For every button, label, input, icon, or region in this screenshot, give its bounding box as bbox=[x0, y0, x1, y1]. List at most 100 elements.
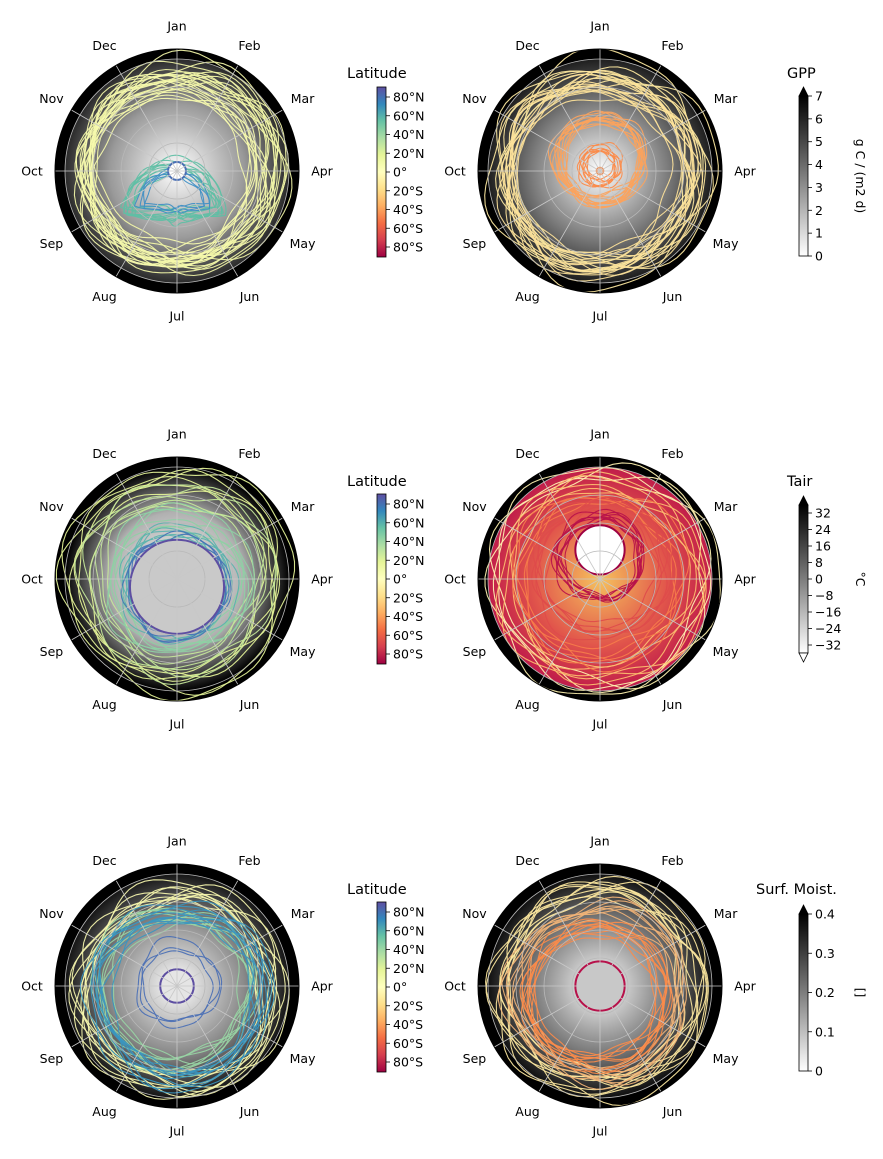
month-tick-label: Nov bbox=[39, 91, 64, 106]
colorbar-tick-label: 24 bbox=[815, 522, 831, 537]
trajectory-line bbox=[91, 94, 252, 256]
month-tick-label: Jul bbox=[591, 1124, 607, 1139]
month-tick-label: Jul bbox=[168, 309, 184, 324]
month-tick-label: Mar bbox=[714, 499, 738, 514]
angular-gridline bbox=[599, 109, 706, 172]
colorbar-gradient bbox=[376, 901, 387, 1073]
angular-gridline bbox=[176, 170, 283, 233]
colorbar-tick-label: 1 bbox=[815, 226, 823, 241]
colorbar-tick-label: 40°N bbox=[393, 127, 425, 142]
colorbar-tick-label: 4 bbox=[815, 157, 823, 172]
colorbar-tick-label: 0 bbox=[815, 572, 823, 587]
trajectory-line bbox=[79, 74, 274, 265]
trajectory-line bbox=[534, 932, 658, 1057]
angular-gridline bbox=[176, 109, 283, 172]
polar-panel-bottom-right: Jan Feb Mar Apr May Jun Jul Aug Sep Oct Nov Dec bbox=[444, 834, 756, 1139]
trajectory-line bbox=[512, 70, 704, 264]
colorbar-extend-max bbox=[798, 495, 809, 506]
month-tick-label: Oct bbox=[21, 979, 43, 994]
trajectory-line bbox=[88, 83, 256, 254]
colorbar-bottom-right: Surf. Moist. 0.4 0.3 0.2 0.1 0 [] bbox=[756, 882, 868, 1079]
polar-panel-top-right: Jan Feb Mar Apr May Jun Jul Aug Sep Oct Nov Dec bbox=[444, 19, 756, 324]
colorbar-tick-label: 0° bbox=[393, 980, 407, 995]
trajectory-line bbox=[512, 483, 697, 670]
trajectory-line bbox=[89, 88, 248, 245]
polar-frame bbox=[477, 863, 723, 1109]
month-tick-label: May bbox=[290, 644, 316, 659]
month-tick-label: Jun bbox=[239, 1104, 260, 1119]
angular-gridline bbox=[115, 65, 178, 172]
month-tick-label: Dec bbox=[92, 853, 116, 868]
angular-gridline bbox=[599, 170, 662, 277]
month-tick-label: Apr bbox=[734, 164, 756, 179]
colorbar-extend-max bbox=[798, 904, 809, 915]
month-tick-label: Nov bbox=[39, 499, 64, 514]
colorbar-tick-label: 0 bbox=[815, 1064, 823, 1079]
colorbar-tick-label: 20°N bbox=[393, 553, 425, 568]
angular-gridline bbox=[176, 517, 283, 580]
colorbar-tick-label: 7 bbox=[815, 89, 823, 104]
angular-gridline bbox=[115, 473, 178, 580]
trajectory-line bbox=[565, 118, 643, 197]
trajectory-line bbox=[508, 84, 695, 271]
trajectory-line bbox=[495, 471, 705, 677]
colorbar-gradient bbox=[798, 504, 809, 654]
trajectory-line bbox=[100, 919, 241, 1065]
colorbar-tick-label: 80°S bbox=[393, 240, 423, 255]
month-tick-label: Jul bbox=[591, 717, 607, 732]
trajectory-line bbox=[511, 907, 676, 1073]
month-tick-label: Dec bbox=[515, 446, 539, 461]
colorbar-unit-label: g C / (m2 d) bbox=[853, 139, 868, 214]
colorbar-tick-label: 0.2 bbox=[815, 985, 835, 1000]
angular-gridline bbox=[71, 985, 178, 1048]
angular-gridline bbox=[176, 65, 239, 172]
month-tick-label: Mar bbox=[291, 906, 315, 921]
trajectory-line bbox=[110, 507, 256, 653]
trajectory-line bbox=[508, 85, 699, 273]
month-tick-label: Mar bbox=[291, 499, 315, 514]
trajectory-line bbox=[81, 91, 257, 268]
angular-gridline bbox=[494, 578, 601, 641]
colorbar-tick-label: 8 bbox=[815, 555, 823, 570]
month-tick-label: Sep bbox=[463, 644, 487, 659]
polar-grid bbox=[55, 49, 299, 293]
colorbar-tick-label: 80°N bbox=[393, 497, 425, 512]
angular-gridline bbox=[599, 880, 662, 987]
month-tick-label: Dec bbox=[515, 853, 539, 868]
trajectory-line bbox=[91, 909, 255, 1075]
month-tick-label: Aug bbox=[515, 289, 539, 304]
month-tick-label: May bbox=[290, 236, 316, 251]
polar-panel-middle-left: Jan Feb Mar Apr May Jun Jul Aug Sep Oct Nov Dec bbox=[21, 427, 333, 732]
angular-gridline bbox=[599, 473, 662, 580]
month-tick-label: Aug bbox=[92, 1104, 116, 1119]
trajectory-line bbox=[103, 910, 252, 1061]
trajectory-line bbox=[95, 917, 267, 1090]
polar-grid bbox=[55, 864, 299, 1108]
month-tick-label: May bbox=[290, 1051, 316, 1066]
month-tick-label: Jan bbox=[166, 834, 186, 849]
polar-frame bbox=[477, 48, 723, 294]
trajectory-line bbox=[78, 476, 281, 680]
angular-gridline bbox=[71, 517, 178, 580]
month-tick-label: Jan bbox=[589, 19, 609, 34]
trajectory-line bbox=[98, 921, 255, 1076]
month-tick-label: Sep bbox=[40, 236, 64, 251]
colorbar-tick-label: −24 bbox=[815, 621, 841, 636]
angular-gridline bbox=[71, 578, 178, 641]
month-tick-label: Feb bbox=[238, 853, 260, 868]
month-tick-label: Dec bbox=[92, 38, 116, 53]
trajectory-line bbox=[498, 83, 699, 282]
trajectory-line bbox=[131, 170, 219, 219]
month-tick-label: Apr bbox=[734, 572, 756, 587]
colorbar-tick-label: 0° bbox=[393, 572, 407, 587]
angular-gridline bbox=[71, 109, 178, 172]
colorbar-tick-label: 6 bbox=[815, 111, 823, 126]
month-tick-label: Aug bbox=[515, 697, 539, 712]
angular-gridline bbox=[599, 985, 706, 1048]
month-tick-label: Dec bbox=[92, 446, 116, 461]
angular-gridline bbox=[494, 109, 601, 172]
trajectory-line bbox=[499, 69, 688, 258]
trajectory-line bbox=[529, 924, 667, 1063]
angular-gridline bbox=[494, 517, 601, 580]
trajectory-line bbox=[79, 900, 264, 1088]
